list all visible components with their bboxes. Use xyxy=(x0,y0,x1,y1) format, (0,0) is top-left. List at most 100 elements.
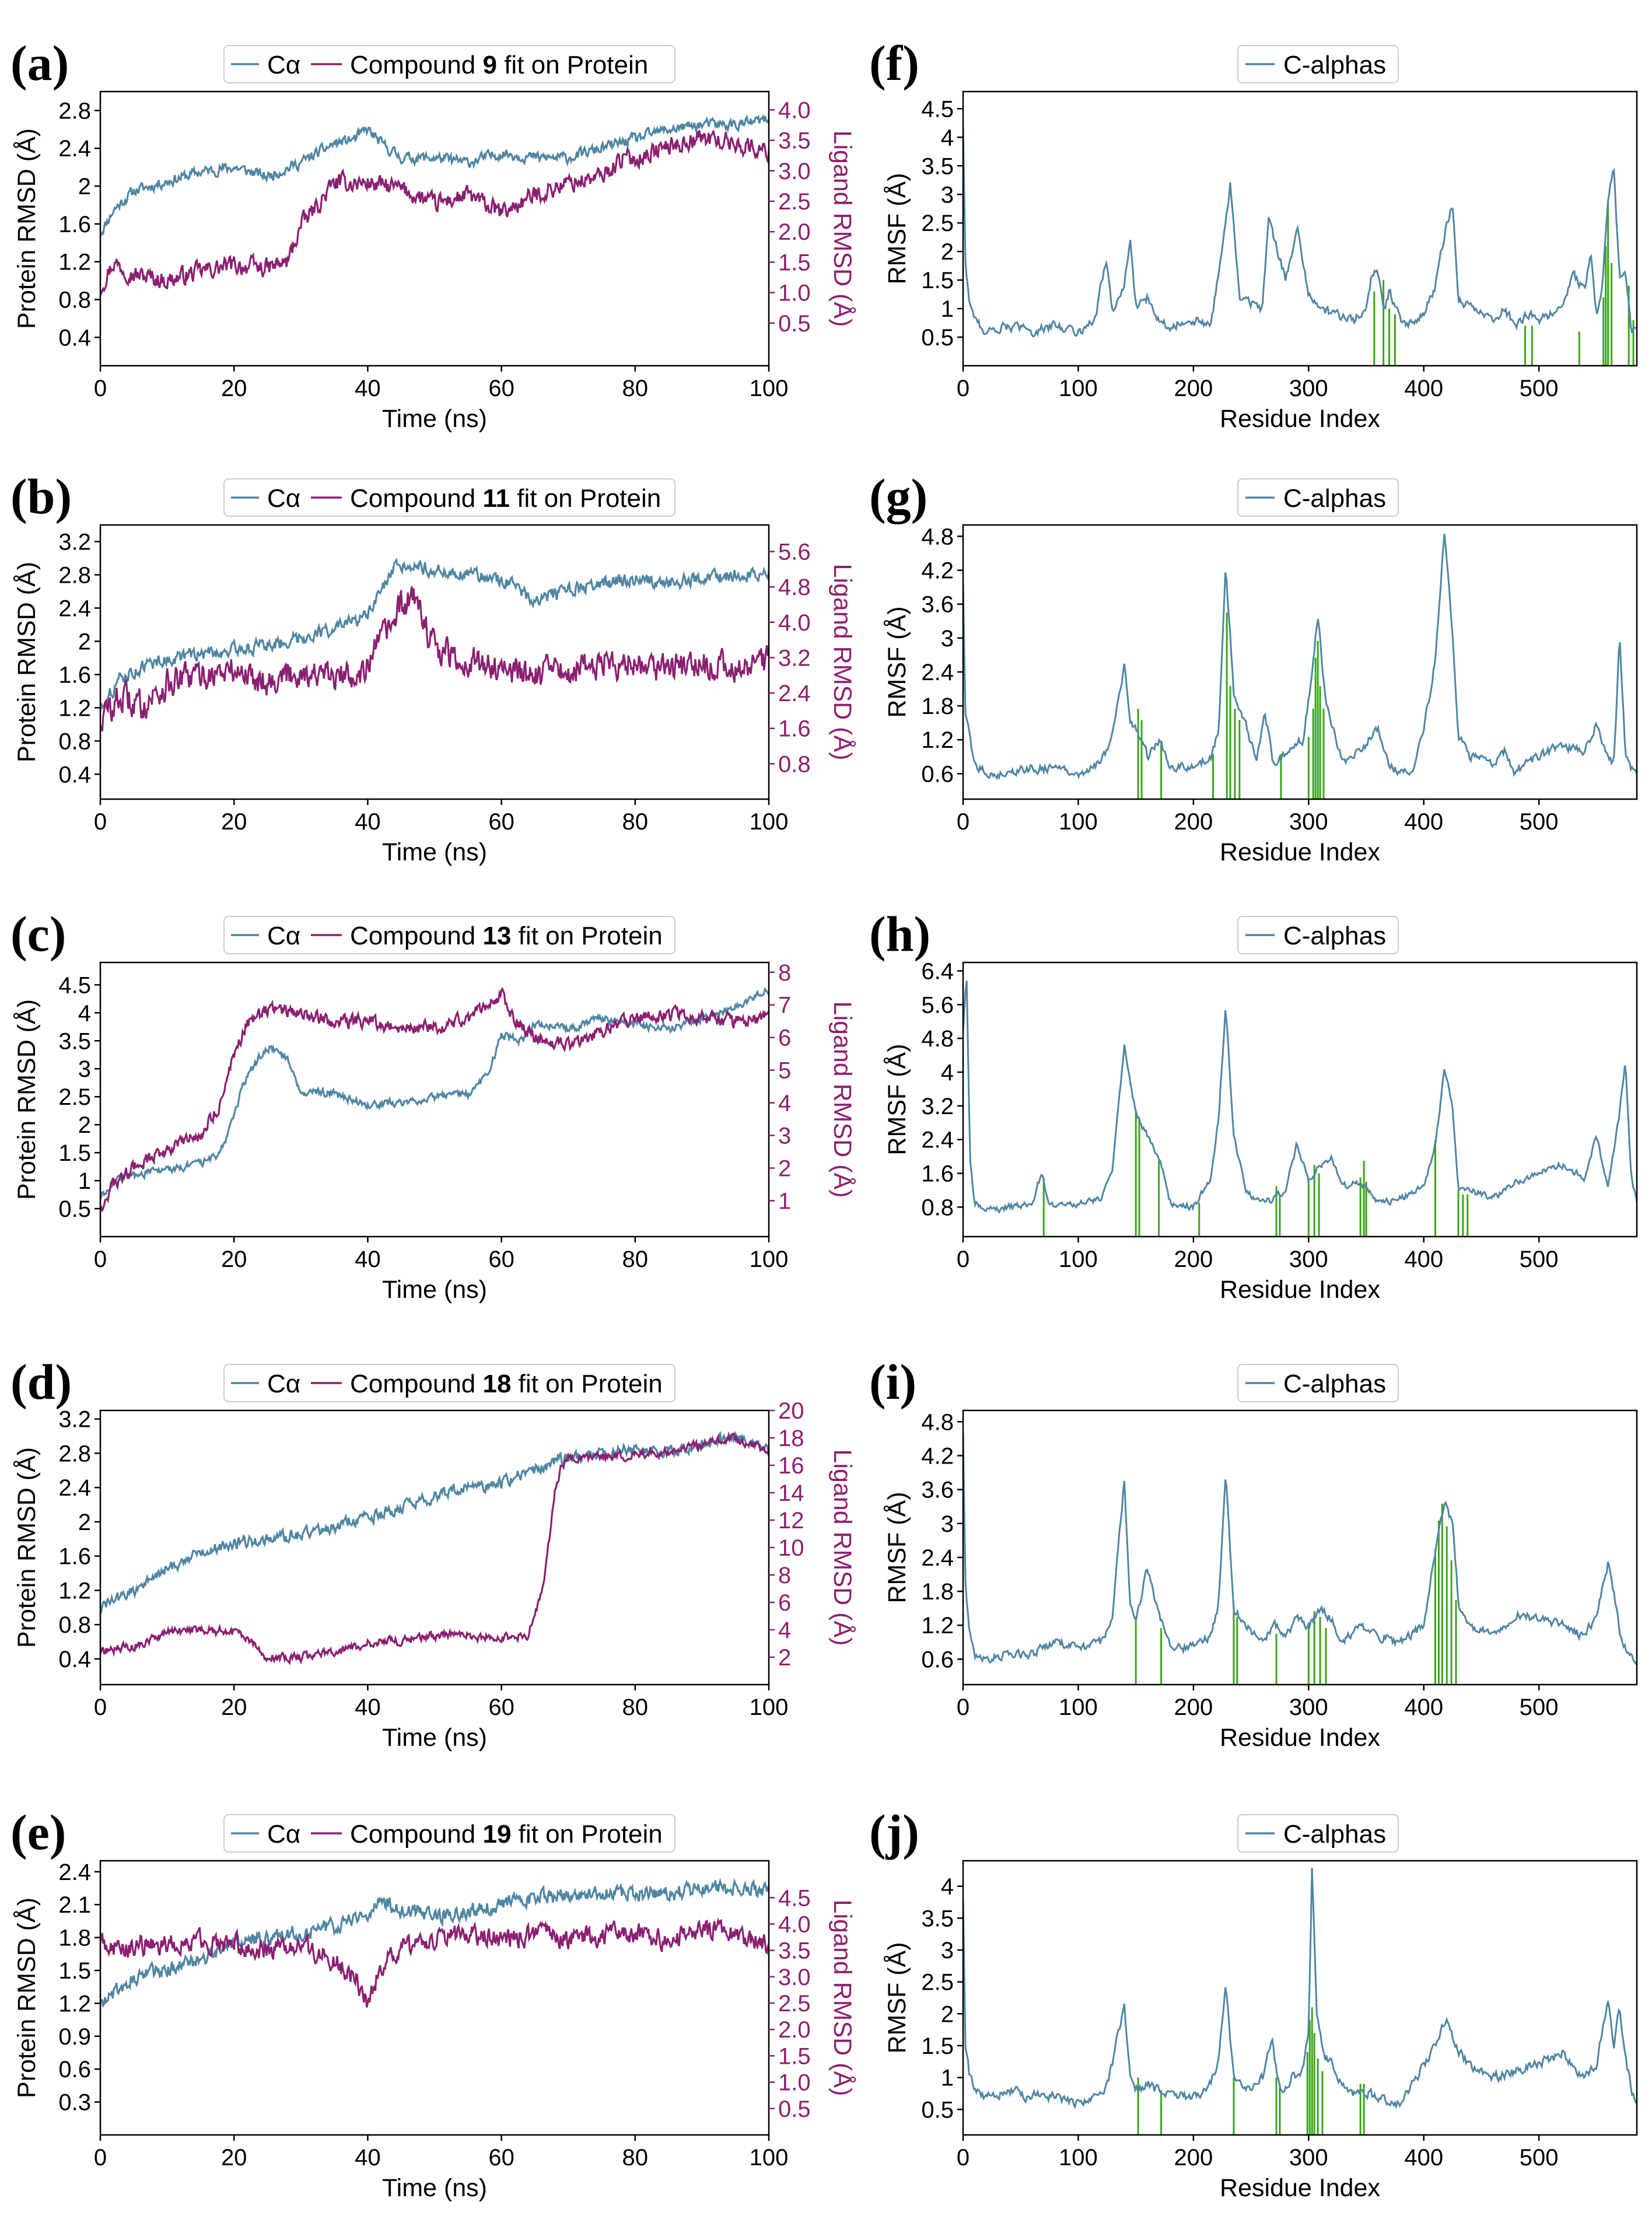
y2-tick-label: 3.2 xyxy=(778,645,811,671)
y-tick-label: 1.2 xyxy=(921,727,954,753)
x-tick-label: 0 xyxy=(94,1695,107,1720)
x-tick-label: 60 xyxy=(488,809,514,835)
plot-frame xyxy=(99,1860,770,2136)
y-tick-label: 3.2 xyxy=(58,1407,91,1433)
plot-frame xyxy=(99,961,770,1238)
y-tick-label: 4.8 xyxy=(921,1409,954,1435)
y-tick-label: 3 xyxy=(941,626,954,652)
legend-ligand-label: Compound 9 fit on Protein xyxy=(350,51,648,79)
y2-tick-label: 1.0 xyxy=(778,281,811,306)
y-tick-label: 1 xyxy=(941,296,954,322)
rmsf-line xyxy=(963,1868,1637,2110)
y-tick-label: 1.6 xyxy=(921,1161,954,1187)
y2-tick-label: 2.0 xyxy=(778,2017,811,2043)
x-tick-label: 60 xyxy=(488,376,514,401)
x-tick-label: 100 xyxy=(750,1247,789,1272)
y-tick-label: 2.8 xyxy=(58,562,91,588)
y-tick-label: 2 xyxy=(941,2001,954,2027)
series-group xyxy=(963,1868,1637,2135)
legend-ligand-label: Compound 11 fit on Protein xyxy=(350,484,661,513)
y2-tick-label: 2.4 xyxy=(778,681,811,706)
x-axis-label: Time (ns) xyxy=(382,405,487,433)
series-group xyxy=(963,1434,1637,1685)
y-tick-label: 0.6 xyxy=(58,2057,91,2082)
protein-rmsd-line xyxy=(100,558,769,711)
legend-box xyxy=(1237,45,1399,83)
y-tick-label: 5.6 xyxy=(921,992,954,1018)
y-axis-label: Protein RMSD (Å) xyxy=(13,1898,41,2098)
x-tick-label: 0 xyxy=(94,809,107,835)
x-tick-label: 60 xyxy=(488,1695,514,1720)
x-tick-label: 500 xyxy=(1520,809,1559,835)
legend-compound-number: 9 xyxy=(482,51,496,79)
y2-tick-label: 4 xyxy=(778,1091,791,1116)
series-group xyxy=(100,1878,769,2008)
y2-tick-label: 2 xyxy=(778,1156,791,1182)
y2-tick-label: 1.0 xyxy=(778,2070,811,2096)
legend-box xyxy=(1237,1364,1399,1402)
series-group xyxy=(100,558,769,731)
y-tick-label: 1.2 xyxy=(58,695,91,721)
legend-calpha-label: C-alphas xyxy=(1283,1820,1386,1849)
y-tick-label: 0.4 xyxy=(58,762,91,787)
legend-calpha-label: C-alphas xyxy=(1283,484,1386,513)
legend-calpha-label: C-alphas xyxy=(1283,1370,1386,1398)
y-tick-label: 3 xyxy=(78,1056,91,1082)
x-tick-label: 400 xyxy=(1404,2145,1443,2171)
y-axis-label: Protein RMSD (Å) xyxy=(13,999,41,1200)
x-tick-label: 0 xyxy=(957,376,970,401)
legend-compound-number: 13 xyxy=(482,922,511,950)
y-tick-label: 1.8 xyxy=(58,1926,91,1951)
y-tick-label: 1 xyxy=(78,1168,91,1194)
rmsf-panel-j: (j) 0 100 200 300 400 500 0.5 1 1.5 2 2.5 3 3.5 4 Resid… xyxy=(869,1804,1638,2202)
y2-tick-label: 4.8 xyxy=(778,575,811,600)
x-axis-label: Residue Index xyxy=(1220,838,1380,866)
y-tick-label: 2.8 xyxy=(58,98,91,124)
rmsf-panel-h: (h) 0 100 200 300 400 500 0.8 1.6 2.4 3.2 4 4.8 5.6 6.… xyxy=(869,906,1638,1304)
x-tick-label: 300 xyxy=(1289,1695,1328,1720)
x-tick-label: 200 xyxy=(1174,1695,1213,1720)
y-tick-label: 0.5 xyxy=(921,325,954,351)
ligand-rmsd-line xyxy=(100,1917,769,2008)
y2-tick-label: 0.5 xyxy=(778,2096,811,2122)
legend-box xyxy=(223,1364,676,1402)
x-tick-label: 80 xyxy=(622,2145,649,2171)
x-tick-label: 60 xyxy=(488,2145,514,2171)
rmsd-panel-c: (c)0 20 40 60 80 1000.511.522.533.544.5123456… xyxy=(10,906,856,1304)
x-tick-label: 400 xyxy=(1404,1247,1443,1272)
y2-tick-label: 3 xyxy=(778,1123,791,1149)
panel-label: (c) xyxy=(10,906,66,962)
y2-tick-label: 8 xyxy=(778,960,791,986)
x-tick-label: 80 xyxy=(622,1247,649,1272)
y2-tick-label: 2.5 xyxy=(778,189,811,215)
y-tick-label: 2.5 xyxy=(58,1084,91,1110)
y2-tick-label: 14 xyxy=(778,1480,804,1506)
legend-suffix: fit on Protein xyxy=(511,1370,662,1398)
legend-protein-label: Cα xyxy=(267,51,300,79)
x-tick-label: 40 xyxy=(355,376,381,401)
y2-tick-label: 5 xyxy=(778,1058,791,1084)
y-axis-label: RMSF (Å) xyxy=(883,1942,911,2053)
x-tick-label: 100 xyxy=(1059,376,1098,401)
legend-suffix: fit on Protein xyxy=(511,1820,662,1849)
y-tick-label: 3 xyxy=(941,1511,954,1537)
x-axis-label: Residue Index xyxy=(1220,2174,1380,2202)
y-tick-label: 4.8 xyxy=(921,1026,954,1052)
x-tick-label: 300 xyxy=(1289,376,1328,401)
y-tick-label: 0.5 xyxy=(58,1196,91,1222)
x-tick-label: 0 xyxy=(957,809,970,835)
y-tick-label: 0.6 xyxy=(921,1647,954,1672)
x-tick-label: 80 xyxy=(622,809,649,835)
rmsd-panel-b: (b) 0 20 40 60 80 100 0.4 0.8 1.2 1.6 2 2.4 2.8 3.2 0.8… xyxy=(10,468,856,866)
rmsf-line xyxy=(963,1434,1637,1665)
y2-axis-label: Ligand RMSD (Å) xyxy=(828,564,856,761)
y-tick-label: 1.2 xyxy=(921,1613,954,1639)
legend-compound-number: 18 xyxy=(482,1370,511,1398)
y-tick-label: 0.5 xyxy=(921,2097,954,2123)
legend-prefix: Compound xyxy=(350,51,482,79)
y-tick-label: 0.3 xyxy=(58,2090,91,2116)
x-axis-label: Residue Index xyxy=(1220,1724,1380,1752)
x-tick-label: 100 xyxy=(1059,1247,1098,1272)
y2-tick-label: 8 xyxy=(778,1563,791,1588)
